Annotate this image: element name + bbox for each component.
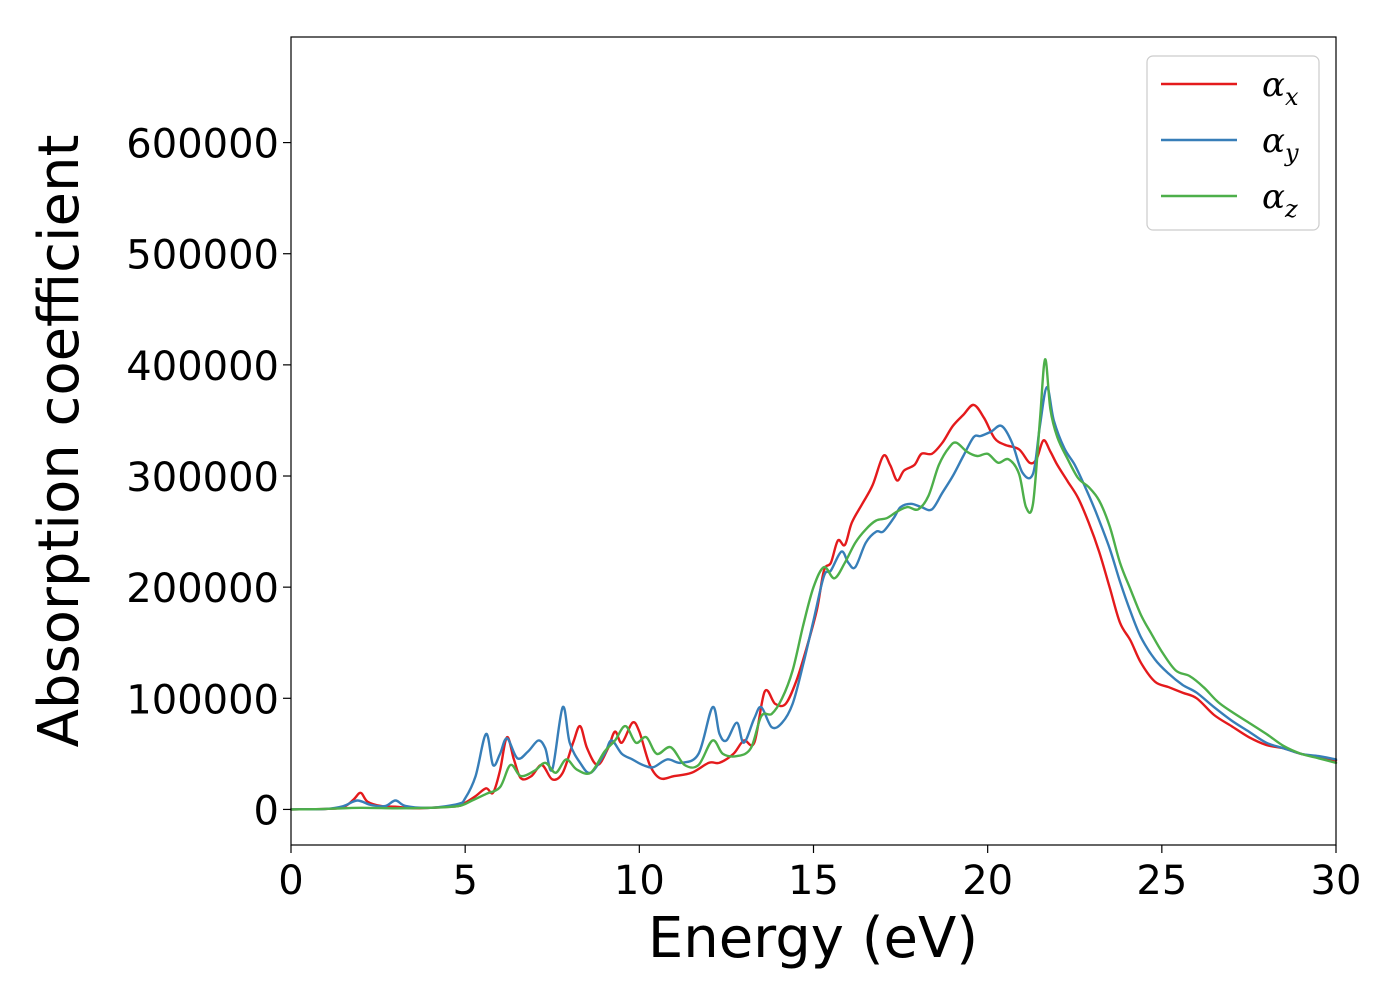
x-tick-label: 30	[1311, 858, 1362, 904]
x-tick-label: 5	[452, 858, 477, 904]
x-tick-label: 15	[788, 858, 839, 904]
series-layer	[289, 358, 1338, 811]
y-tick-label: 400000	[126, 344, 279, 390]
legend-label-subscript: y	[1284, 139, 1299, 167]
x-tick-label: 25	[1136, 858, 1187, 904]
x-tick-label: 10	[614, 858, 665, 904]
legend-box	[1146, 55, 1320, 231]
legend-label-subscript: z	[1284, 195, 1298, 223]
y-axis: 0 100000 200000 300000 400000 500000 600000	[126, 122, 291, 834]
x-tick-label: 20	[962, 858, 1013, 904]
y-tick-label: 300000	[126, 455, 279, 501]
y-tick-label: 0	[254, 788, 279, 834]
y-tick-label: 200000	[126, 566, 279, 612]
x-tick-label: 0	[278, 858, 303, 904]
legend-label-subscript: x	[1285, 83, 1299, 111]
legend-label-base: α	[1262, 121, 1285, 161]
y-tick-label: 500000	[126, 233, 279, 279]
legend-label-base: α	[1262, 177, 1285, 217]
x-axis: 0 5 10 15 20 25 30	[278, 845, 1361, 904]
series-line-z	[289, 358, 1338, 811]
y-tick-label: 100000	[126, 677, 279, 723]
legend-label-z: αz	[1262, 177, 1298, 223]
x-axis-label: Energy (eV)	[648, 906, 978, 971]
legend-label-base: α	[1262, 65, 1285, 105]
y-axis-label: Absorption coefficient	[27, 135, 92, 748]
y-tick-label: 600000	[126, 122, 279, 168]
series-line-y	[289, 385, 1338, 811]
legend-label-y: αy	[1262, 121, 1299, 167]
legend-label-x: αx	[1262, 65, 1299, 111]
